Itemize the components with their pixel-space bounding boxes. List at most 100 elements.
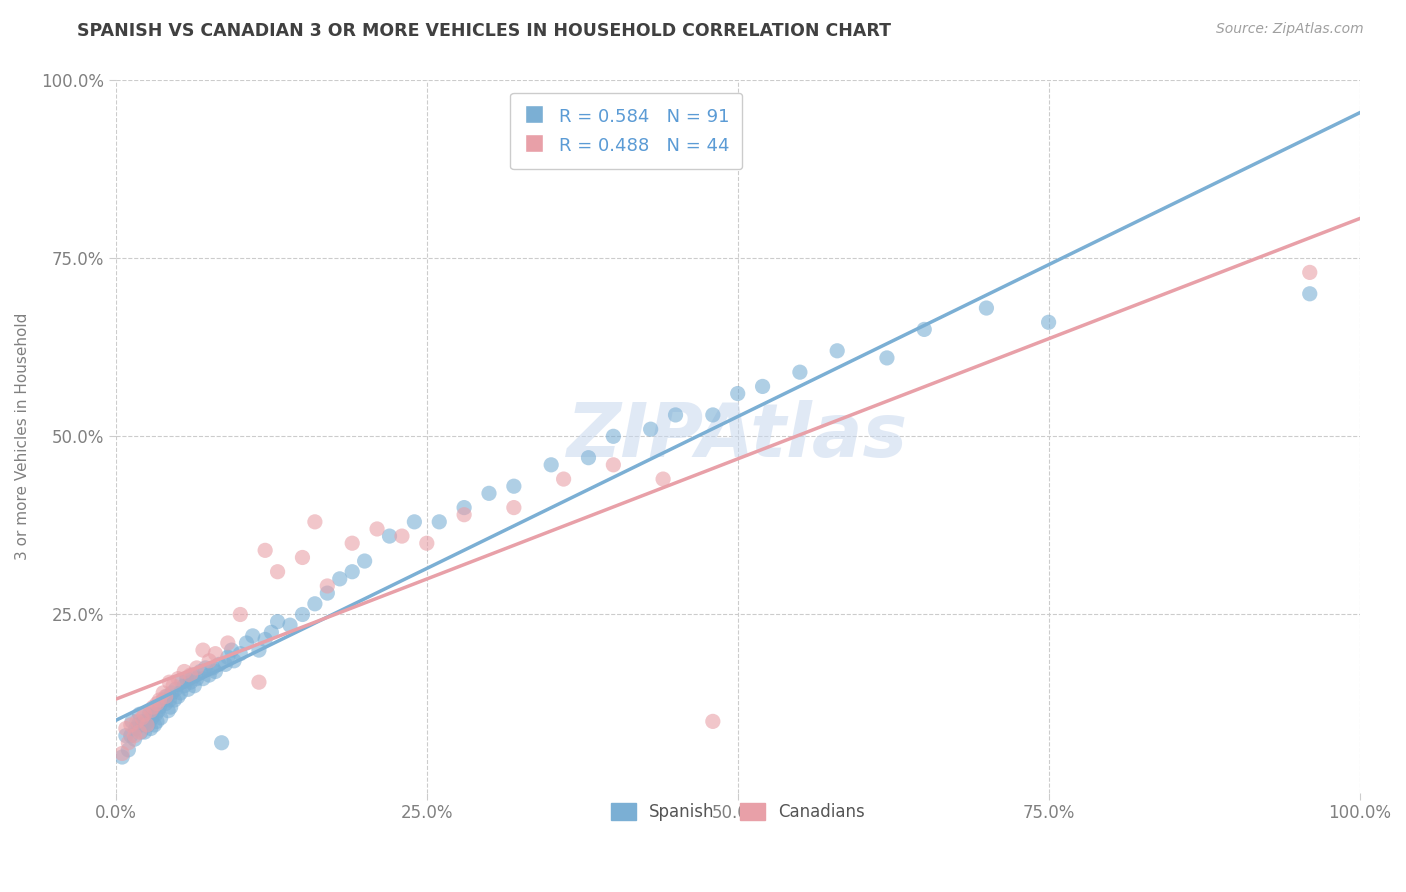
- Point: [136, 718, 159, 732]
- Point: [139, 722, 162, 736]
- Point: [186, 672, 208, 686]
- Point: [173, 679, 195, 693]
- Point: [751, 379, 773, 393]
- Point: [291, 550, 314, 565]
- Point: [247, 643, 270, 657]
- Point: [157, 693, 180, 707]
- Point: [128, 707, 150, 722]
- Point: [229, 607, 252, 622]
- Point: [134, 707, 156, 722]
- Point: [453, 500, 475, 515]
- Point: [478, 486, 501, 500]
- Point: [217, 650, 239, 665]
- Point: [502, 479, 524, 493]
- Point: [976, 301, 998, 315]
- Point: [229, 647, 252, 661]
- Point: [254, 632, 277, 647]
- Point: [163, 693, 186, 707]
- Point: [502, 500, 524, 515]
- Point: [149, 711, 172, 725]
- Point: [156, 690, 179, 704]
- Point: [180, 668, 202, 682]
- Text: Source: ZipAtlas.com: Source: ZipAtlas.com: [1216, 22, 1364, 37]
- Point: [391, 529, 413, 543]
- Point: [254, 543, 277, 558]
- Point: [121, 714, 143, 729]
- Point: [190, 665, 212, 679]
- Point: [217, 636, 239, 650]
- Point: [578, 450, 600, 465]
- Point: [146, 697, 169, 711]
- Point: [640, 422, 662, 436]
- Point: [453, 508, 475, 522]
- Point: [876, 351, 898, 365]
- Point: [825, 343, 848, 358]
- Point: [124, 732, 146, 747]
- Point: [176, 672, 198, 686]
- Point: [652, 472, 675, 486]
- Point: [159, 700, 181, 714]
- Point: [702, 714, 724, 729]
- Point: [416, 536, 439, 550]
- Point: [291, 607, 314, 622]
- Point: [198, 668, 221, 682]
- Point: [136, 714, 159, 729]
- Point: [1038, 315, 1060, 329]
- Point: [131, 711, 153, 725]
- Point: [111, 747, 134, 761]
- Point: [912, 322, 935, 336]
- Point: [115, 722, 138, 736]
- Point: [702, 408, 724, 422]
- Point: [170, 675, 193, 690]
- Point: [127, 718, 149, 732]
- Point: [727, 386, 749, 401]
- Point: [162, 679, 184, 693]
- Point: [340, 536, 363, 550]
- Point: [183, 679, 205, 693]
- Point: [427, 515, 450, 529]
- Point: [134, 725, 156, 739]
- Point: [111, 750, 134, 764]
- Point: [260, 625, 283, 640]
- Point: [247, 675, 270, 690]
- Legend: Spanish, Canadians: Spanish, Canadians: [598, 789, 877, 834]
- Point: [165, 682, 187, 697]
- Point: [221, 643, 243, 657]
- Point: [664, 408, 686, 422]
- Point: [117, 743, 139, 757]
- Point: [155, 690, 177, 704]
- Point: [124, 729, 146, 743]
- Point: [553, 472, 575, 486]
- Point: [129, 725, 152, 739]
- Point: [167, 672, 190, 686]
- Point: [194, 661, 217, 675]
- Point: [316, 586, 339, 600]
- Point: [146, 714, 169, 729]
- Point: [142, 704, 165, 718]
- Point: [115, 729, 138, 743]
- Point: [177, 682, 200, 697]
- Point: [404, 515, 426, 529]
- Point: [222, 654, 245, 668]
- Point: [266, 615, 288, 629]
- Point: [304, 515, 326, 529]
- Point: [148, 700, 170, 714]
- Point: [304, 597, 326, 611]
- Point: [211, 736, 233, 750]
- Point: [136, 718, 159, 732]
- Point: [186, 661, 208, 675]
- Point: [353, 554, 375, 568]
- Point: [180, 675, 202, 690]
- Point: [191, 672, 214, 686]
- Point: [204, 665, 226, 679]
- Point: [128, 725, 150, 739]
- Point: [157, 675, 180, 690]
- Point: [329, 572, 352, 586]
- Point: [155, 697, 177, 711]
- Point: [1299, 286, 1322, 301]
- Point: [169, 686, 191, 700]
- Point: [120, 718, 142, 732]
- Point: [139, 704, 162, 718]
- Point: [316, 579, 339, 593]
- Point: [602, 429, 624, 443]
